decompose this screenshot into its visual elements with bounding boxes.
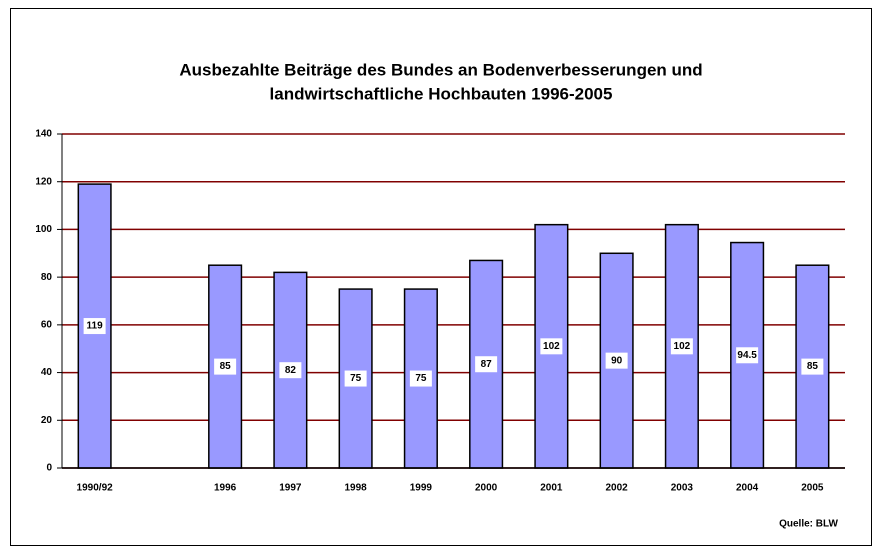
value-label-bg xyxy=(83,318,106,335)
y-tick-label: 100 xyxy=(35,224,52,235)
value-label: 119 xyxy=(87,321,104,332)
y-tick-label: 60 xyxy=(41,319,53,330)
value-label: 90 xyxy=(611,355,623,366)
y-tick-label: 0 xyxy=(46,463,52,474)
x-tick-label: 2004 xyxy=(736,483,759,494)
value-label: 102 xyxy=(543,341,560,352)
value-label-bg xyxy=(605,352,628,369)
x-tick-label: 1999 xyxy=(410,483,433,494)
x-tick-label: 2002 xyxy=(606,483,629,494)
y-tick-label: 80 xyxy=(41,272,53,283)
value-label-bg xyxy=(670,338,693,355)
value-label: 102 xyxy=(674,341,691,352)
value-label-bg xyxy=(344,370,367,387)
x-tick-label: 1996 xyxy=(214,483,237,494)
value-label-bg xyxy=(409,370,432,387)
value-label-bg xyxy=(279,362,302,379)
x-tick-label: 1997 xyxy=(279,483,302,494)
value-label: 75 xyxy=(415,373,427,384)
y-tick-label: 40 xyxy=(41,367,53,378)
value-label: 85 xyxy=(220,361,232,372)
y-tick-label: 120 xyxy=(35,176,52,187)
value-label-bg xyxy=(736,347,759,364)
x-tick-label: 2000 xyxy=(475,483,498,494)
value-label-bg xyxy=(540,338,563,355)
value-label: 82 xyxy=(285,365,297,376)
y-tick-label: 140 xyxy=(35,129,52,140)
value-label: 85 xyxy=(807,361,819,372)
value-label: 94.5 xyxy=(737,350,757,361)
x-tick-label: 2003 xyxy=(671,483,694,494)
x-tick-label: 2001 xyxy=(540,483,563,494)
chart-title: Ausbezahlte Beiträge des Bundes an Boden… xyxy=(179,60,702,79)
value-label-bg xyxy=(214,358,237,375)
value-label: 75 xyxy=(350,373,362,384)
x-tick-label: 2005 xyxy=(801,483,824,494)
x-tick-label: 1998 xyxy=(345,483,368,494)
source-note: Quelle: BLW xyxy=(779,519,838,530)
value-label-bg xyxy=(801,358,824,375)
value-label-bg xyxy=(475,356,498,373)
x-tick-label: 1990/92 xyxy=(77,483,114,494)
value-label: 87 xyxy=(481,359,493,370)
y-tick-label: 20 xyxy=(41,415,53,426)
chart-title: landwirtschaftliche Hochbauten 1996-2005 xyxy=(270,84,613,103)
